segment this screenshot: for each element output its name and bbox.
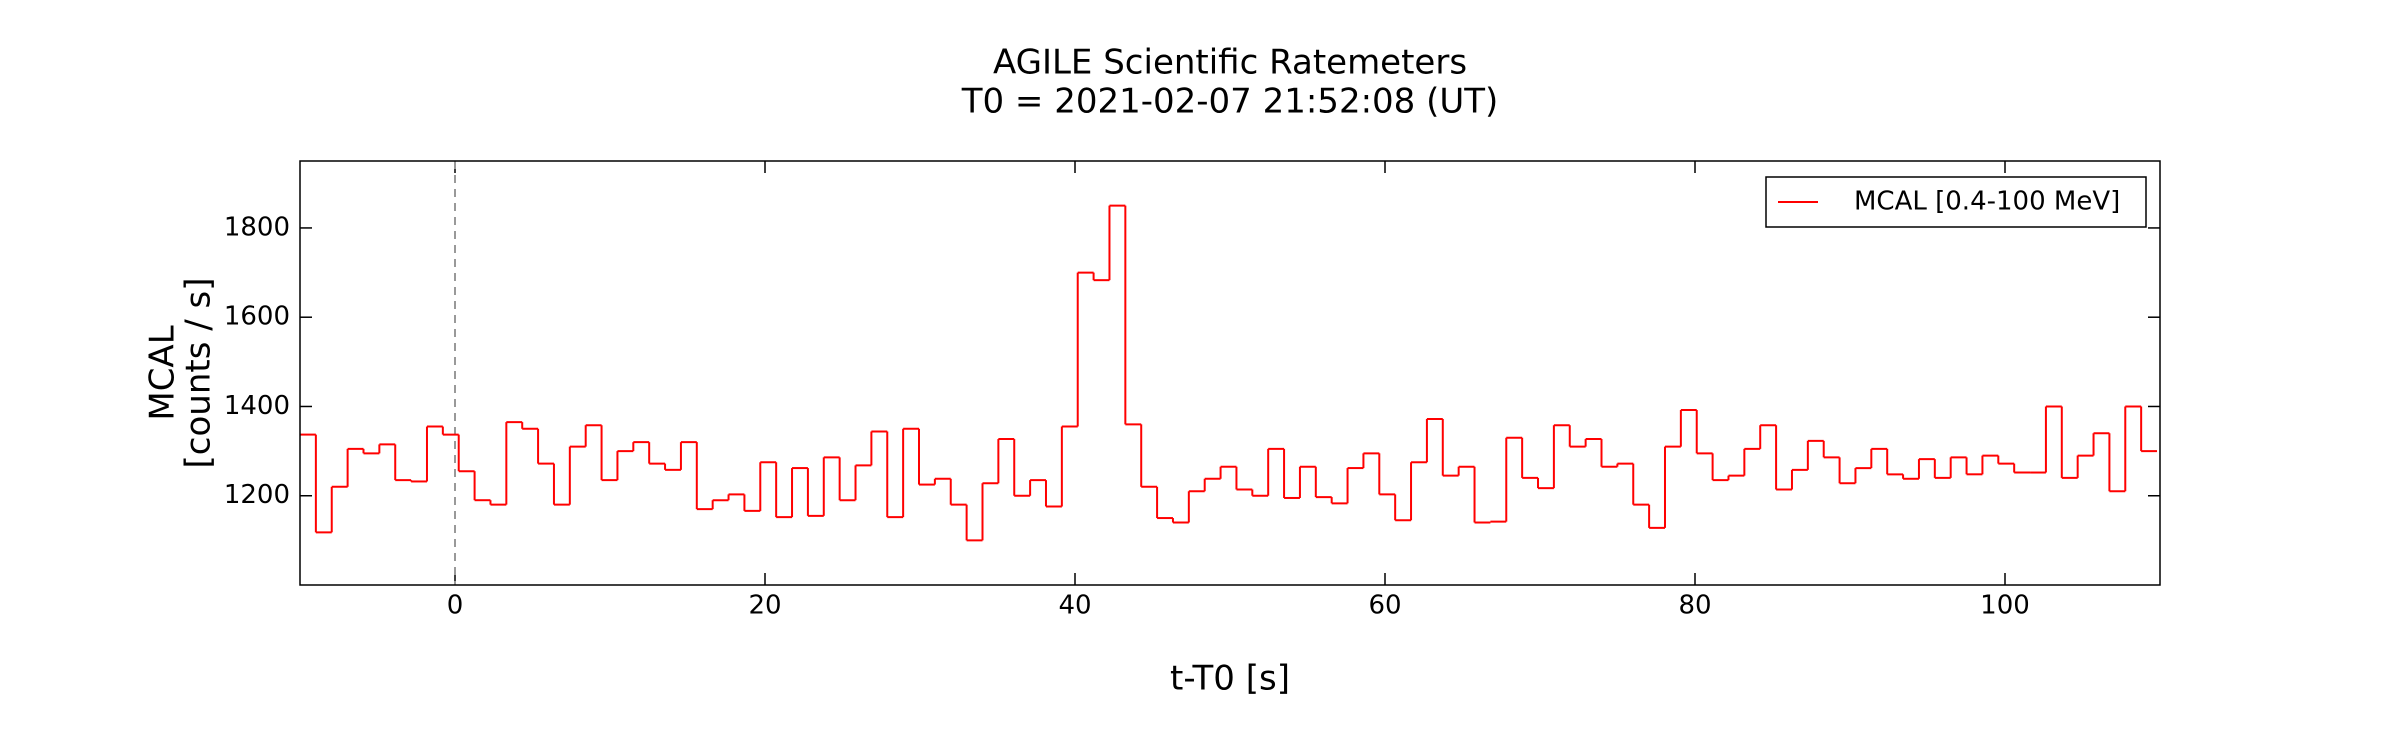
y-tick-label: 1600	[224, 302, 290, 332]
y-tick-label: 1400	[224, 391, 290, 421]
chart-title: AGILE Scientific Ratemeters	[993, 43, 1467, 83]
legend-label: MCAL [0.4-100 MeV]	[1854, 187, 2120, 217]
plot-frame	[299, 160, 2161, 586]
x-tick-label: 80	[1678, 591, 1711, 621]
x-tick-label: 100	[1980, 591, 2030, 621]
x-tick-label: 40	[1058, 591, 1091, 621]
y-tick-label: 1800	[224, 212, 290, 242]
x-axis-label: t-T0 [s]	[1170, 659, 1290, 699]
y-tick-label: 1200	[224, 480, 290, 510]
chart-subtitle: T0 = 2021-02-07 21:52:08 (UT)	[961, 82, 1499, 122]
series	[300, 204, 2158, 542]
x-tick-label: 20	[748, 591, 781, 621]
x-tick-label: 0	[447, 591, 464, 621]
x-tick-label: 60	[1368, 591, 1401, 621]
y-axis-label: [counts / s]	[179, 278, 219, 469]
legend-box	[1765, 176, 2147, 228]
y-axis-label: MCAL	[143, 325, 183, 420]
